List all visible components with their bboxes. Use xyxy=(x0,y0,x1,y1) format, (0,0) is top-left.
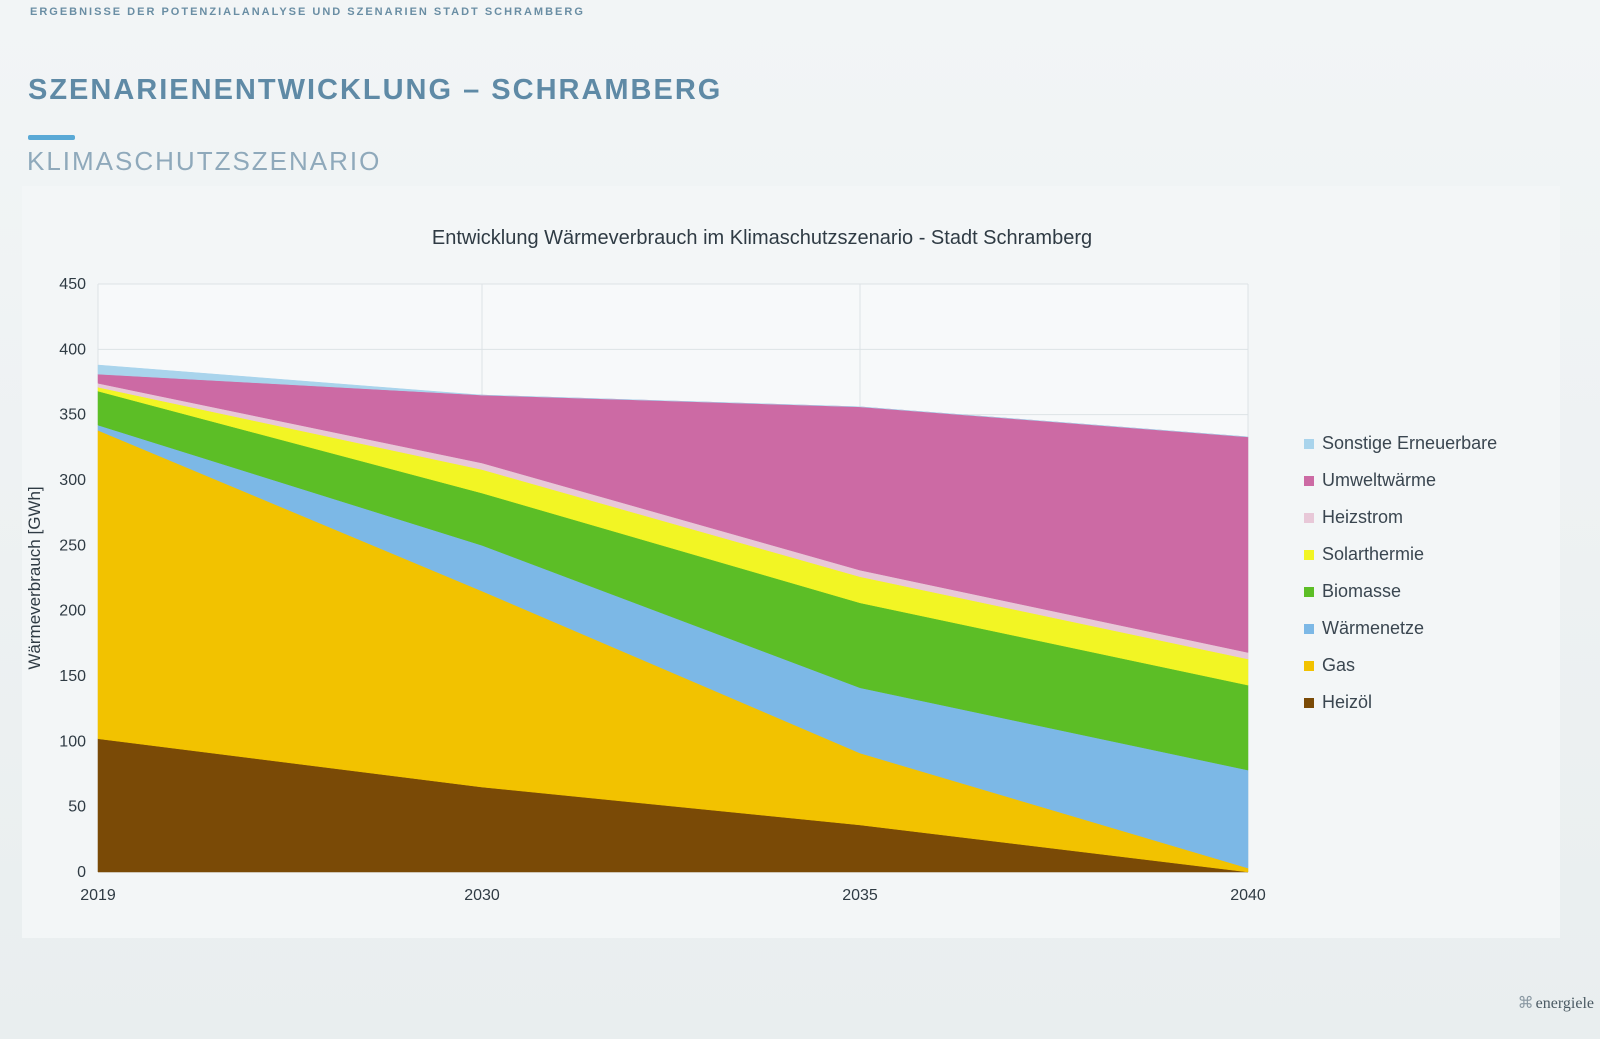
page-title: SZENARIENENTWICKLUNG – SCHRAMBERG xyxy=(28,74,723,106)
legend-label-biomasse: Biomasse xyxy=(1322,581,1401,601)
x-tick-label: 2040 xyxy=(1230,887,1266,904)
area-sonstige-erneuerbare xyxy=(97,364,1249,438)
axis-layer: 0 50 100 150 200 250 300 350 400 450 2019 2030 2035 2… xyxy=(59,276,1266,904)
chart-panel: 0 50 100 150 200 250 300 350 400 450 2019 2030 2035 2… xyxy=(22,186,1560,938)
brand-text: energiele xyxy=(1535,995,1594,1012)
grid-logo-icon: ⌘ xyxy=(1517,995,1534,1012)
legend-label-heizstrom: Heizstrom xyxy=(1322,507,1403,527)
legend-label-umweltw-rme: Umweltwärme xyxy=(1322,470,1436,490)
x-tick-label: 2019 xyxy=(80,887,116,904)
legend-swatch-heizstrom xyxy=(1304,513,1314,523)
legend-swatch-sonstige-erneuerbare xyxy=(1304,439,1314,449)
y-tick-label: 150 xyxy=(59,668,86,685)
legend-layer: Sonstige Erneuerbare Umweltwärme Heizstrom… xyxy=(1304,433,1497,712)
y-tick-label: 200 xyxy=(59,603,86,620)
chart-title: Entwicklung Wärmeverbrauch im Klimaschut… xyxy=(432,227,1092,249)
y-tick-label: 250 xyxy=(59,537,86,554)
slide-eyebrow: ERGEBNISSE DER POTENZIALANALYSE UND SZEN… xyxy=(30,6,585,18)
legend-swatch-gas xyxy=(1304,661,1314,671)
y-tick-label: 350 xyxy=(59,407,86,424)
legend-swatch-w-rmenetze xyxy=(1304,624,1314,634)
y-tick-label: 100 xyxy=(59,733,86,750)
legend-swatch-umweltw-rme xyxy=(1304,476,1314,486)
legend-label-solarthermie: Solarthermie xyxy=(1322,544,1424,564)
y-tick-label: 300 xyxy=(59,472,86,489)
legend-swatch-heiz-l xyxy=(1304,698,1314,708)
area-layer xyxy=(97,364,1249,873)
page-subtitle: KLIMASCHUTZSZENARIO xyxy=(27,146,382,176)
x-tick-label: 2035 xyxy=(842,887,878,904)
y-axis-label: Wärmeverbrauch [GWh] xyxy=(25,486,44,669)
legend-swatch-solarthermie xyxy=(1304,550,1314,560)
y-tick-label: 450 xyxy=(59,276,86,293)
y-tick-label: 0 xyxy=(77,864,86,881)
legend-swatch-biomasse xyxy=(1304,587,1314,597)
y-tick-label: 50 xyxy=(68,799,86,816)
legend-label-w-rmenetze: Wärmenetze xyxy=(1322,618,1424,638)
brand-logo: ⌘ energiele xyxy=(1518,993,1594,1013)
stacked-area-chart: 0 50 100 150 200 250 300 350 400 450 2019 2030 2035 2… xyxy=(25,227,1497,904)
y-tick-label: 400 xyxy=(59,341,86,358)
title-divider xyxy=(28,135,75,140)
legend-label-sonstige-erneuerbare: Sonstige Erneuerbare xyxy=(1322,433,1497,453)
legend-label-gas: Gas xyxy=(1322,655,1355,675)
x-tick-label: 2030 xyxy=(464,887,500,904)
legend-label-heiz-l: Heizöl xyxy=(1322,692,1372,712)
